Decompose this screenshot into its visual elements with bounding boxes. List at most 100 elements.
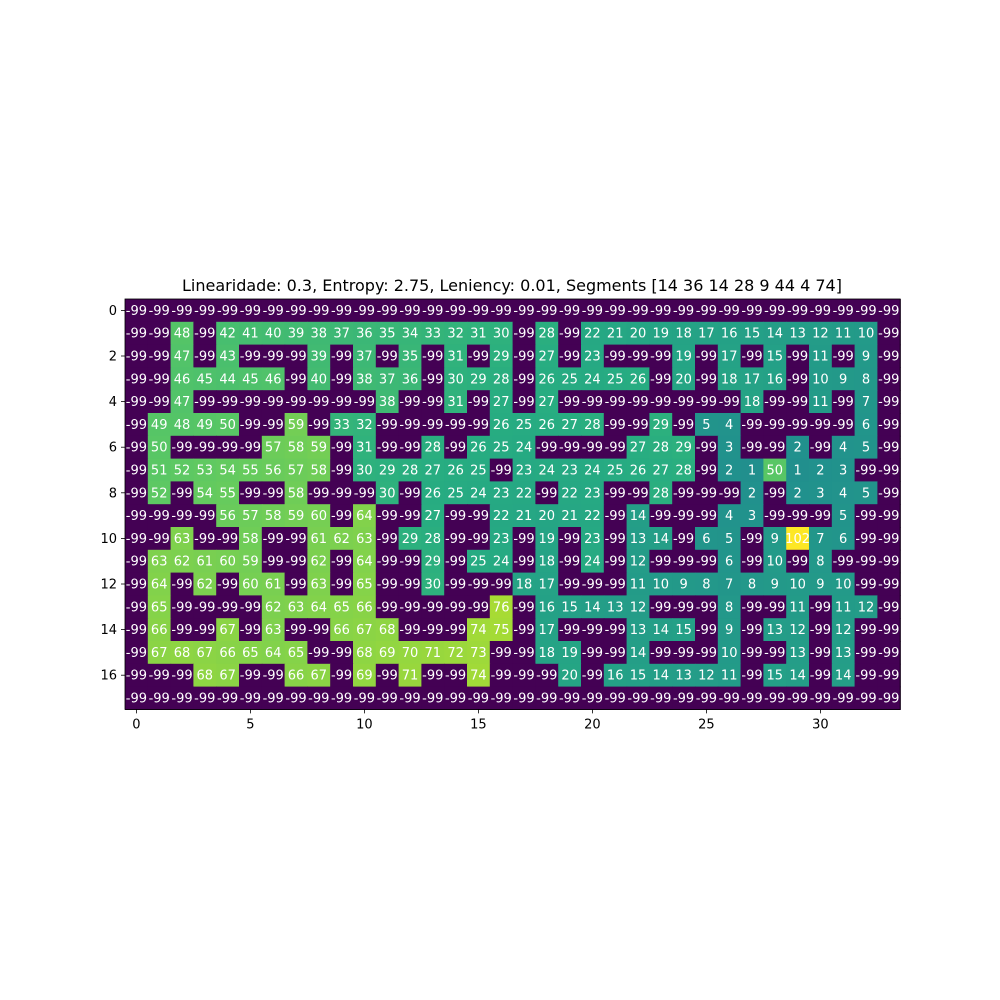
cell-value-label: 69 <box>356 669 373 684</box>
heatmap-cell <box>467 413 491 437</box>
cell-value-label: 102 <box>785 532 810 547</box>
heatmap-cell <box>330 344 354 368</box>
heatmap-cell <box>649 549 673 574</box>
heatmap-cell <box>467 663 491 688</box>
cell-value-label: 27 <box>539 350 556 365</box>
heatmap-cell <box>125 595 149 619</box>
cell-value-label: -99 <box>833 418 854 433</box>
heatmap-cell <box>672 321 696 346</box>
cell-value-label: -99 <box>855 578 876 593</box>
heatmap-cell <box>261 321 286 346</box>
heatmap-cell <box>444 663 468 688</box>
cell-value-label: -99 <box>559 304 580 319</box>
cell-value-label: 33 <box>425 327 442 342</box>
cell-value-label: -99 <box>285 555 306 570</box>
cell-value-label: 13 <box>630 623 647 638</box>
cell-value-label: -99 <box>605 486 626 501</box>
cell-value-label: 28 <box>675 464 692 479</box>
heatmap-cell <box>877 481 901 505</box>
heatmap-cell <box>489 367 514 391</box>
heatmap-cell <box>330 663 354 688</box>
heatmap-cell <box>717 344 742 368</box>
heatmap-cell <box>626 618 650 642</box>
cell-value-label: 32 <box>356 418 373 433</box>
heatmap-cell <box>535 572 559 596</box>
heatmap-cell <box>717 299 742 323</box>
heatmap-cell <box>330 367 354 391</box>
heatmap-cell <box>831 481 856 505</box>
heatmap-cell <box>626 595 650 619</box>
cell-value-label: 42 <box>219 327 236 342</box>
heatmap-cell <box>603 299 628 323</box>
heatmap-cell <box>284 549 308 574</box>
heatmap-cell <box>489 663 514 688</box>
heatmap-cell <box>398 367 422 391</box>
heatmap-cell <box>672 435 696 460</box>
cell-value-label: -99 <box>445 555 466 570</box>
heatmap-cell <box>877 595 901 619</box>
y-tick-label: 16 <box>100 669 117 684</box>
heatmap-cell <box>489 413 514 437</box>
cell-value-label: 3 <box>748 509 756 524</box>
cell-value-label: 72 <box>447 646 464 661</box>
cell-value-label: 70 <box>402 646 419 661</box>
cell-value-label: 63 <box>174 532 191 547</box>
heatmap-cell <box>717 321 742 346</box>
cell-value-label: -99 <box>422 623 443 638</box>
cell-value-label: -99 <box>673 304 694 319</box>
cell-value-label: -99 <box>240 623 261 638</box>
cell-value-label: -99 <box>331 350 352 365</box>
cell-value-label: -99 <box>764 509 785 524</box>
heatmap-cell <box>125 572 149 596</box>
cell-value-label: 62 <box>197 578 214 593</box>
heatmap-cell <box>330 595 354 619</box>
cell-value-label: -99 <box>787 555 808 570</box>
heatmap-cell <box>877 367 901 391</box>
heatmap-cell <box>261 595 286 619</box>
cell-value-label: -99 <box>696 555 717 570</box>
cell-value-label: 10 <box>812 372 829 387</box>
heatmap-cell <box>695 390 719 414</box>
heatmap-cell <box>147 435 172 460</box>
cell-value-label: 1 <box>793 464 801 479</box>
cell-value-label: -99 <box>331 646 352 661</box>
heatmap-cell <box>558 663 582 688</box>
heatmap-cell <box>581 344 605 368</box>
cell-value-label: -99 <box>194 441 215 456</box>
heatmap-cell <box>170 367 194 391</box>
heatmap-cell <box>672 527 696 551</box>
cell-value-label: 8 <box>862 372 870 387</box>
chart-title: Linearidade: 0.3, Entropy: 2.75, Lenienc… <box>182 276 842 295</box>
cell-value-label: -99 <box>810 646 831 661</box>
cell-value-label: 24 <box>516 441 533 456</box>
cell-value-label: 65 <box>356 578 373 593</box>
cell-value-label: -99 <box>354 692 375 707</box>
heatmap-cell <box>307 618 331 642</box>
heatmap-cell <box>239 641 263 665</box>
cell-value-label: -99 <box>627 395 648 410</box>
cell-value-label: -99 <box>399 600 420 615</box>
heatmap-cells <box>125 299 901 710</box>
cell-value-label: -99 <box>764 418 785 433</box>
cell-value-label: 53 <box>197 464 214 479</box>
heatmap-cell <box>170 458 194 482</box>
heatmap-cell <box>763 618 787 642</box>
cell-value-label: -99 <box>605 623 626 638</box>
heatmap-cell <box>740 504 764 528</box>
heatmap-cell <box>877 413 901 437</box>
heatmap-cell <box>307 299 331 323</box>
cell-value-label: 26 <box>630 372 647 387</box>
cell-value-label: -99 <box>422 395 443 410</box>
heatmap-cell <box>284 686 308 710</box>
cell-value-label: 62 <box>311 555 328 570</box>
cell-value-label: 22 <box>493 509 510 524</box>
heatmap-cell <box>147 504 172 528</box>
cell-value-label: 50 <box>151 441 168 456</box>
cell-value-label: 62 <box>265 600 282 615</box>
heatmap-cell <box>375 390 400 414</box>
cell-value-label: 5 <box>862 486 870 501</box>
heatmap-cell <box>398 618 422 642</box>
cell-value-label: -99 <box>696 304 717 319</box>
heatmap-cell <box>398 572 422 596</box>
heatmap-cell <box>626 686 650 710</box>
